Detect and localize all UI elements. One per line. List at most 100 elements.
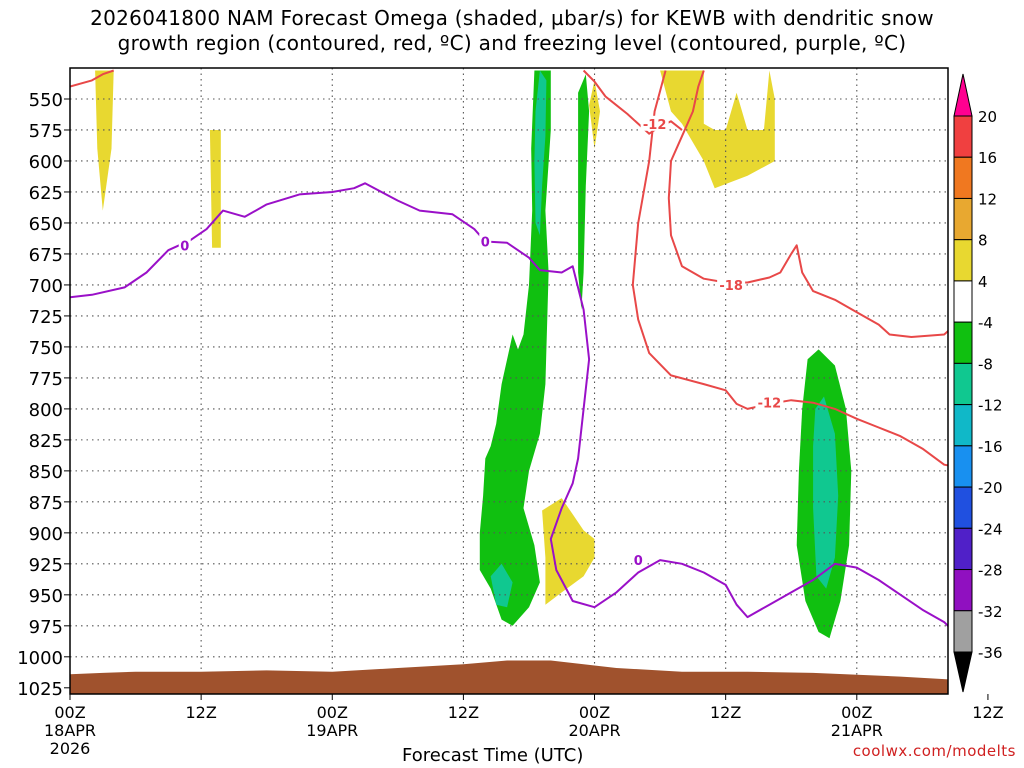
colorbar-segment-7 — [953, 404, 973, 447]
contour-label-0: 0 — [180, 239, 189, 254]
x-tick-label-12: 12Z — [185, 703, 216, 722]
y-tick-label-550: 550 — [29, 90, 63, 111]
contour-label-2: 0 — [634, 554, 643, 569]
y-tick-label-725: 725 — [29, 307, 63, 328]
y-tick-label-600: 600 — [29, 152, 63, 173]
y-tick-label-925: 925 — [29, 555, 63, 576]
x-tick-label-48: 00Z — [579, 703, 610, 722]
terrain-layer — [70, 660, 948, 694]
x-tick-label-60: 12Z — [710, 703, 741, 722]
omega-region-10 — [490, 563, 513, 608]
x-tick-date-72: 21APR — [831, 721, 883, 740]
y-tick-label-825: 825 — [29, 431, 63, 452]
y-tick-label-650: 650 — [29, 214, 63, 235]
y-tick-label-700: 700 — [29, 276, 63, 297]
colorbar-segment-3 — [953, 239, 973, 282]
chart-title-line1: 2026041800 NAM Forecast Omega (shaded, µ… — [90, 6, 934, 30]
y-tick-label-850: 850 — [29, 462, 63, 483]
contour-label-bg-0 — [178, 237, 191, 253]
x-tick-date-24: 19APR — [306, 721, 358, 740]
y-tick-label-950: 950 — [29, 586, 63, 607]
omega-region-7 — [578, 74, 590, 310]
contour-line-0 — [70, 182, 948, 628]
contour-label-5: -12 — [758, 397, 782, 412]
colorbar-segment-2 — [953, 197, 973, 241]
y-tick-label-750: 750 — [29, 338, 63, 359]
omega-region-6 — [479, 70, 551, 626]
colorbar-segment-6 — [953, 362, 973, 406]
y-tick-label-900: 900 — [29, 524, 63, 545]
colorbar-label-10: -24 — [978, 520, 1003, 538]
y-tick-label-800: 800 — [29, 400, 63, 421]
y-tick-label-675: 675 — [29, 245, 63, 266]
colorbar-segment-8 — [953, 445, 973, 488]
contour-label-bg-2 — [632, 552, 645, 568]
x-tick-label-24: 00Z — [317, 703, 348, 722]
colorbar-label-3: 8 — [978, 232, 988, 250]
omega-shading-layer — [95, 70, 852, 639]
colorbar-legend: 20 16 12 8 4 -4 -8 -12 -16 -20 -24 -28 -32 -36 — [953, 73, 1003, 693]
colorbar-top-arrow — [953, 73, 973, 117]
y-tick-label-975: 975 — [29, 617, 63, 638]
terrain-fill — [70, 660, 948, 694]
omega-region-0 — [95, 70, 114, 211]
colorbar-label-9: -20 — [978, 479, 1003, 497]
colorbar-segment-12 — [953, 610, 973, 653]
x-tick-date-0: 18APR — [44, 721, 96, 740]
credit-text: coolwx.com/modelts — [852, 742, 1016, 760]
y-tick-label-775: 775 — [29, 369, 63, 390]
colorbar-label-6: -8 — [978, 355, 993, 373]
colorbar-bottom-arrow — [953, 651, 973, 693]
omega-region-4 — [589, 80, 600, 149]
contour-label-bg-4 — [717, 276, 746, 292]
colorbar-label-0: 20 — [978, 108, 997, 126]
colorbar-segment-0 — [953, 115, 973, 158]
x-tick-year-0: 2026 — [50, 739, 91, 758]
contour-label-bg-1 — [479, 233, 492, 249]
colorbar-segment-5 — [953, 321, 973, 364]
y-tick-label-1025: 1025 — [17, 679, 63, 700]
colorbar-label-1: 16 — [978, 149, 997, 167]
colorbar-label-12: -32 — [978, 603, 1003, 621]
colorbar-label-2: 12 — [978, 190, 997, 208]
y-tick-label-625: 625 — [29, 183, 63, 204]
y-tick-label-1000: 1000 — [17, 648, 63, 669]
omega-region-3 — [542, 498, 595, 605]
colorbar-label-11: -28 — [978, 562, 1003, 580]
chart-title-line2: growth region (contoured, red, ºC) and f… — [117, 31, 907, 55]
contour-label-4: -18 — [719, 279, 743, 294]
x-tick-label-84: 12Z — [972, 703, 1003, 722]
plot-frame — [69, 67, 949, 695]
colorbar-segment-1 — [953, 156, 973, 199]
x-tick-label-36: 12Z — [448, 703, 479, 722]
y-axis: 550 575 600 625 650 675 700 725 750 775 800 825 850 8… — [17, 90, 70, 700]
colorbar-segment-10 — [953, 527, 973, 571]
omega-region-11 — [813, 396, 839, 589]
x-tick-date-48: 20APR — [568, 721, 620, 740]
contour-line-3 — [667, 70, 948, 338]
colorbar-segment-4 — [953, 280, 973, 323]
colorbar-segment-9 — [953, 486, 973, 529]
y-tick-label-875: 875 — [29, 493, 63, 514]
omega-region-9 — [534, 70, 547, 236]
contour-label-bg-3 — [640, 115, 669, 131]
contour-label-3: -12 — [643, 118, 667, 133]
contour-line-1 — [70, 69, 115, 88]
x-tick-label-72: 00Z — [841, 703, 872, 722]
colorbar-label-13: -36 — [978, 644, 1003, 662]
omega-region-1 — [209, 130, 221, 248]
colorbar-label-7: -12 — [978, 397, 1003, 415]
omega-region-2 — [660, 70, 775, 189]
colorbar-label-8: -16 — [978, 438, 1003, 456]
x-tick-label-0: 00Z — [54, 703, 85, 722]
y-tick-label-575: 575 — [29, 121, 63, 142]
contour-layer: 0 0 0 -12 -18 -12 — [70, 69, 948, 628]
colorbar-segment-11 — [953, 569, 973, 612]
colorbar-label-4: 4 — [978, 273, 988, 291]
x-axis-title: Forecast Time (UTC) — [402, 745, 584, 766]
contour-label-bg-5 — [755, 394, 784, 410]
contour-label-1: 0 — [481, 236, 490, 251]
colorbar-label-5: -4 — [978, 314, 993, 332]
